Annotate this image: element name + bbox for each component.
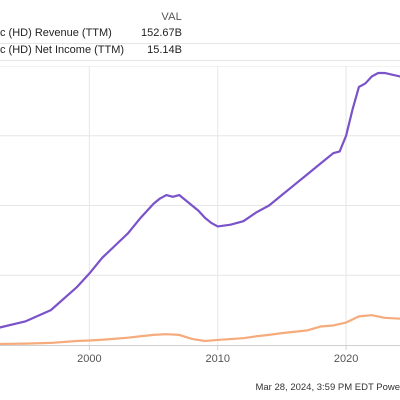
x-tick-label-2010: 2010 bbox=[205, 353, 229, 365]
legend-row-net-income: c (HD) Net Income (TTM) 15.14B bbox=[0, 42, 400, 61]
legend-name-revenue: c (HD) Revenue (TTM) bbox=[0, 27, 112, 39]
chart-footer-timestamp: Mar 28, 2024, 3:59 PM EDT Powe bbox=[255, 382, 400, 393]
revenue-line bbox=[0, 71, 400, 329]
legend-name-net-income: c (HD) Net Income (TTM) bbox=[0, 44, 125, 56]
legend-value-net-income: 15.14B bbox=[147, 44, 182, 56]
legend-value-revenue: 152.67B bbox=[141, 27, 182, 39]
x-tick-label-2020: 2020 bbox=[334, 353, 358, 365]
legend: VAL c (HD) Revenue (TTM) 152.67B c (HD) … bbox=[0, 0, 400, 66]
x-tick-label-2000: 2000 bbox=[77, 353, 101, 365]
legend-row-revenue: c (HD) Revenue (TTM) 152.67B bbox=[0, 25, 400, 44]
legend-header: VAL bbox=[161, 11, 182, 23]
net-income-line bbox=[0, 314, 400, 346]
